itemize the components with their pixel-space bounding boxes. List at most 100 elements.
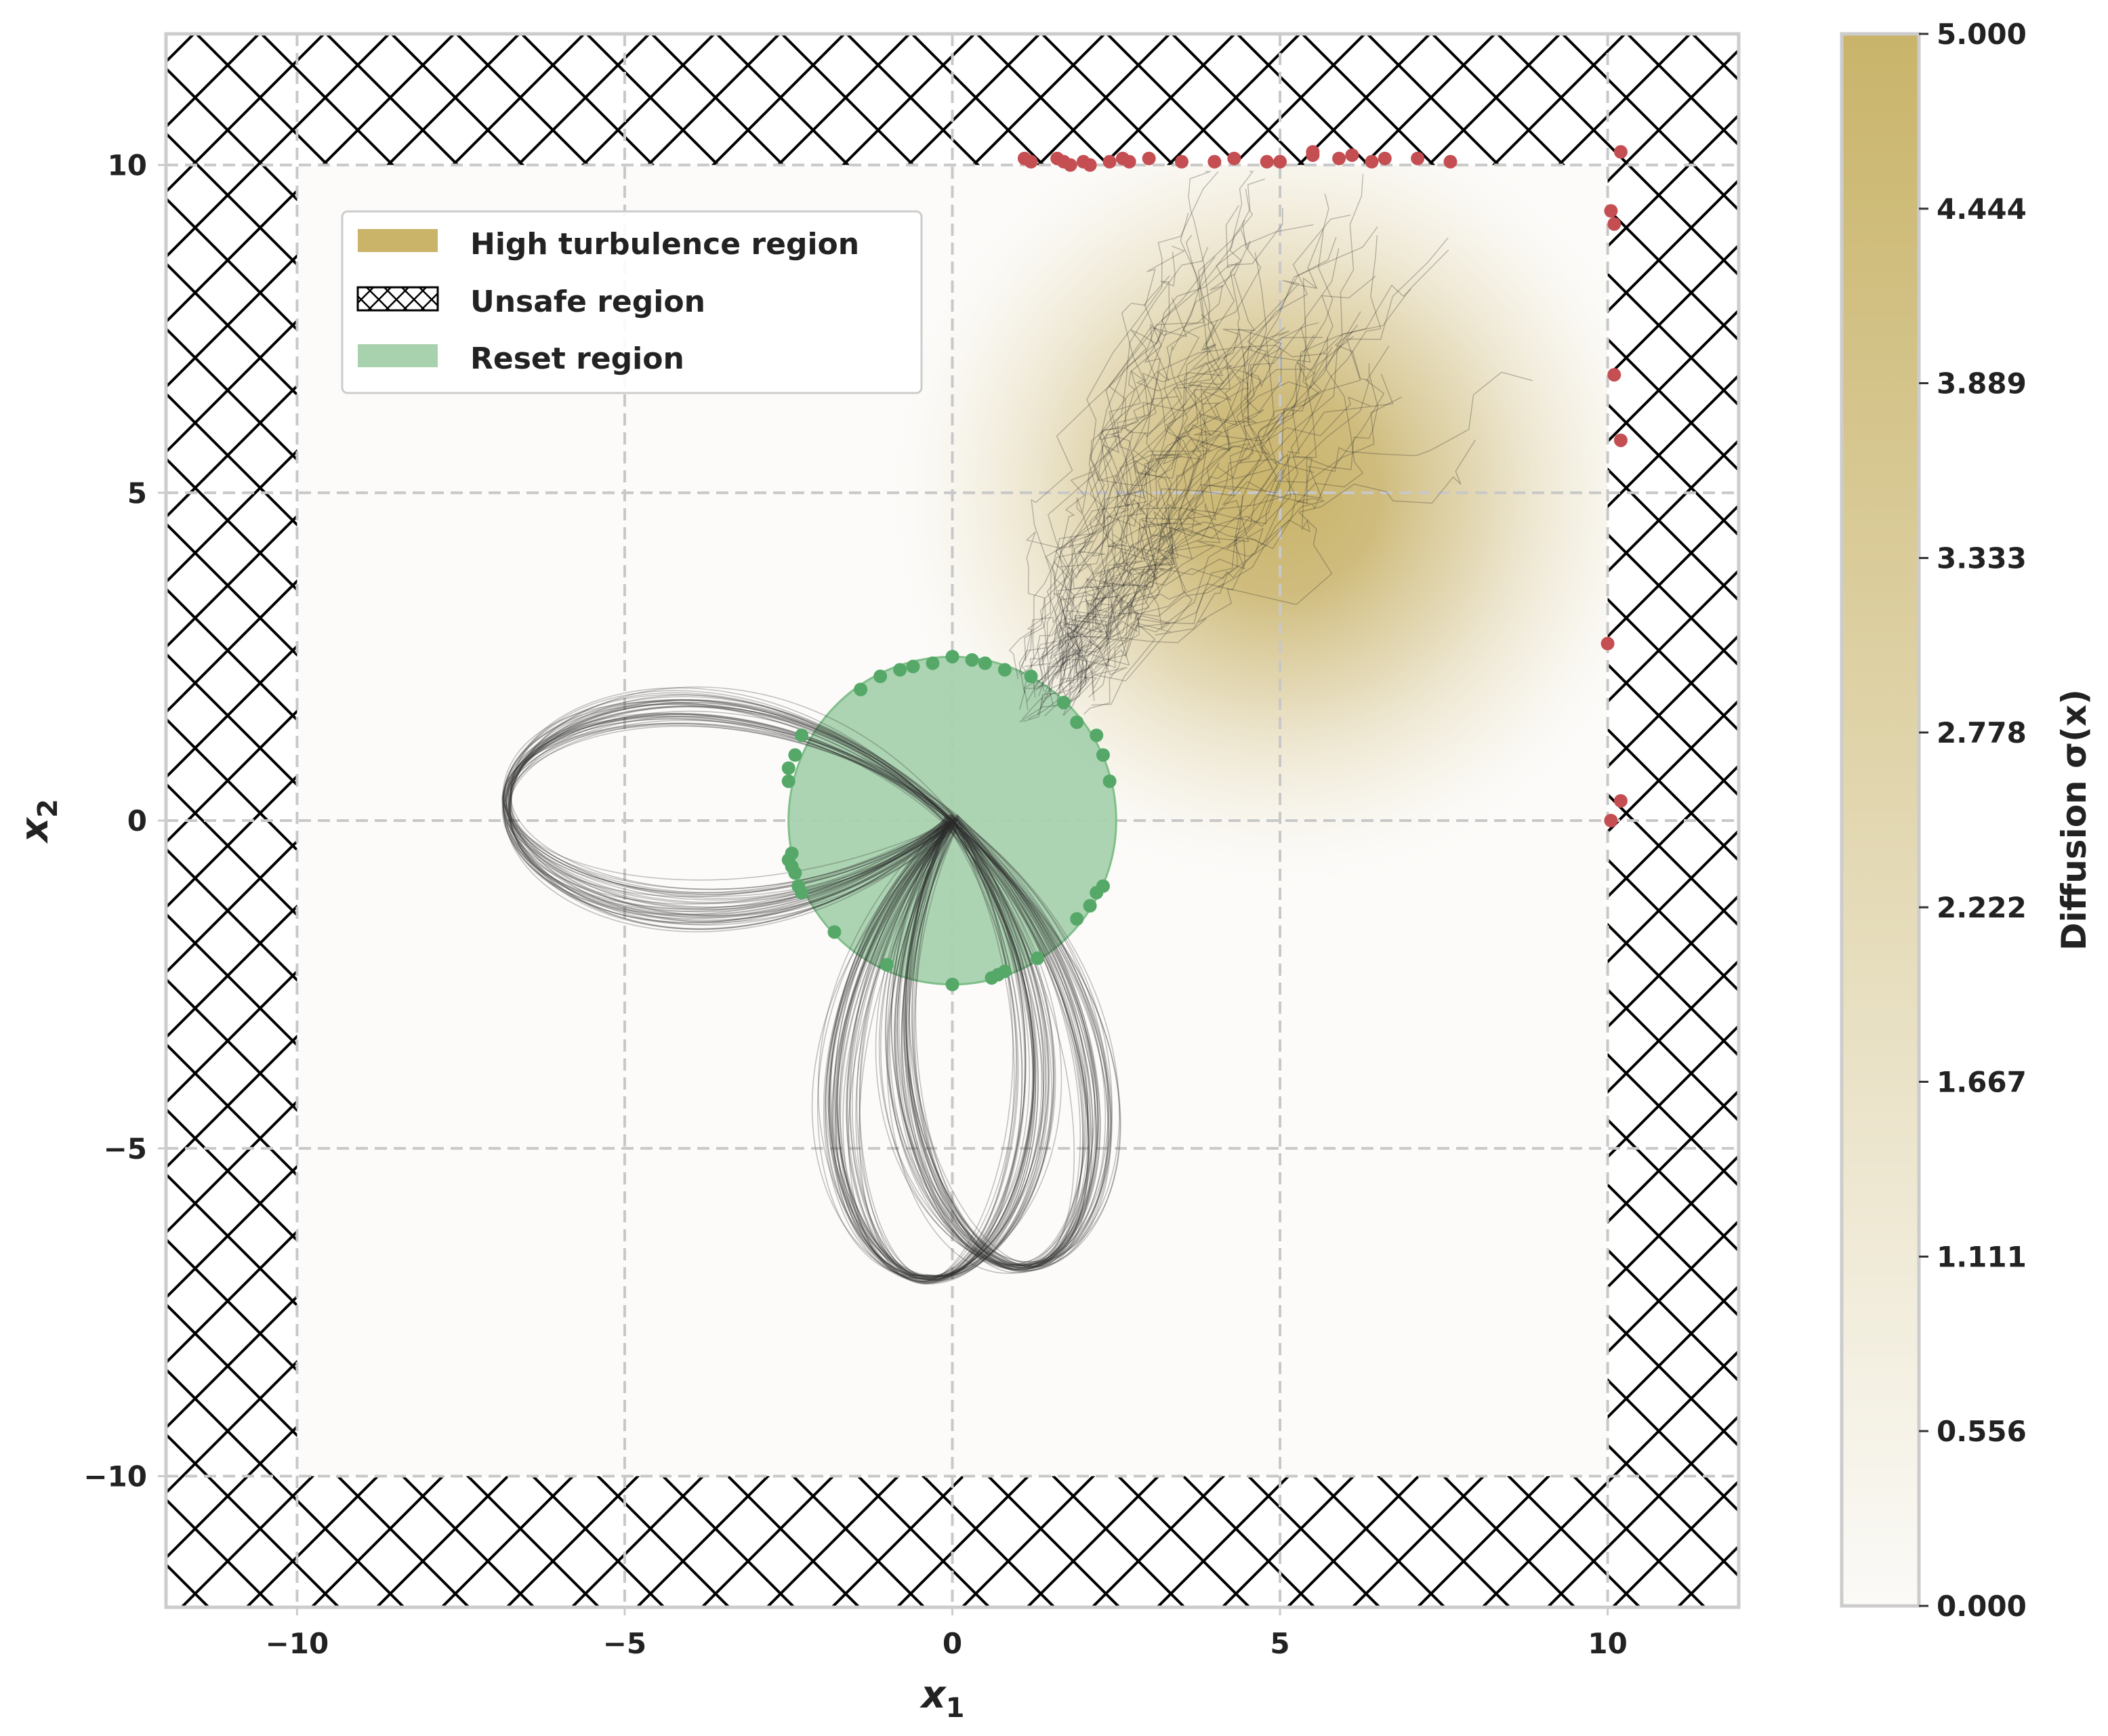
failure-point <box>1122 154 1136 169</box>
loop-trajectory-0 <box>508 702 959 917</box>
reset-point <box>1083 898 1097 913</box>
turbulent-trajectory <box>1018 404 1222 710</box>
turbulent-trajectory <box>1060 495 1245 681</box>
loop-trajectory-0 <box>501 703 958 911</box>
turbulent-trajectory <box>1058 330 1289 690</box>
y-axis-label-subscript: 2 <box>33 799 64 818</box>
turbulent-trajectory <box>1066 226 1378 682</box>
turbulent-trajectory <box>1037 224 1314 716</box>
reset-point <box>781 761 795 775</box>
loop-trajectory-1 <box>840 821 1035 1280</box>
loop-trajectory-2 <box>886 816 1109 1269</box>
reset-point <box>781 774 795 788</box>
loop-trajectory-1 <box>846 818 1023 1284</box>
loop-trajectory-1 <box>859 824 1019 1277</box>
failure-point <box>1345 148 1359 162</box>
turbulent-trajectory <box>1008 453 1174 680</box>
failure-point <box>1613 793 1628 808</box>
reset-point <box>1096 879 1110 893</box>
failure-point <box>1443 154 1458 169</box>
loop-trajectory-0 <box>502 701 953 919</box>
turbulent-trajectory <box>1067 236 1337 706</box>
turbulent-trajectory <box>1048 341 1282 706</box>
failure-point <box>1207 154 1222 169</box>
loop-trajectory-2 <box>896 816 1096 1265</box>
turbulent-trajectory <box>1083 245 1186 701</box>
reset-point <box>854 682 868 697</box>
turbulent-trajectory <box>1078 205 1239 693</box>
loop-trajectory-1 <box>848 819 1033 1282</box>
failure-point <box>1600 636 1615 650</box>
turbulent-trajectory <box>1054 256 1216 701</box>
loop-trajectory-2 <box>914 815 1089 1270</box>
legend-swatch-unsafe <box>356 286 439 312</box>
loop-trajectory-2 <box>886 816 1107 1274</box>
loop-trajectory-2 <box>894 817 1109 1266</box>
turbulent-trajectory <box>1054 280 1317 677</box>
turbulent-trajectory <box>1044 396 1178 693</box>
reset-point <box>788 748 802 762</box>
reset-point <box>880 957 894 972</box>
loop-trajectory-0 <box>504 706 954 930</box>
colorbar-tick-label: 5.000 <box>1937 18 2027 51</box>
failure-points <box>1017 145 1628 827</box>
turbulent-trajectory <box>1058 284 1411 688</box>
x-tick-label: −5 <box>603 1627 646 1660</box>
turbulent-trajectory <box>1063 252 1267 716</box>
colorbar-ticks: 0.000 0.556 1.111 1.667 2.222 2.778 3.333 3.889… <box>1919 18 2027 1623</box>
reset-point <box>906 659 920 674</box>
turbulent-trajectory <box>1027 346 1333 702</box>
loop-trajectory-2 <box>901 819 1091 1273</box>
x-tick-label: 0 <box>943 1627 962 1660</box>
colorbar-tick-label: 2.778 <box>1937 716 2027 749</box>
turbulent-trajectory <box>1080 322 1319 676</box>
loop-trajectory-2 <box>903 817 1097 1267</box>
loop-trajectory-2 <box>890 814 1098 1272</box>
loop-trajectory-1 <box>856 819 1026 1277</box>
loop-trajectory-2 <box>913 814 1092 1273</box>
loop-trajectory-1 <box>835 822 1042 1280</box>
failure-point <box>1260 154 1274 169</box>
turbulent-trajectory <box>1052 347 1282 705</box>
turbulent-trajectory <box>1083 237 1449 715</box>
loop-trajectory-2 <box>875 816 1111 1268</box>
loop-trajectory-0 <box>508 716 957 890</box>
reset-point <box>873 669 888 684</box>
loop-trajectory-2 <box>884 814 1099 1270</box>
loop-trajectory-0 <box>501 718 959 909</box>
y-axis-label: x2 <box>13 799 64 844</box>
loop-trajectory-1 <box>848 825 1035 1284</box>
turbulent-trajectory <box>1040 212 1231 709</box>
colorbar-label: Diffusion σ(x) <box>2054 689 2094 951</box>
turbulent-trajectory <box>1019 442 1315 710</box>
loop-trajectory-1 <box>855 818 1023 1280</box>
turbulent-trajectory <box>1037 331 1370 688</box>
loop-trajectory-2 <box>904 821 1088 1266</box>
legend: High turbulence region Unsafe region Res… <box>341 210 923 394</box>
loop-trajectory-1 <box>850 814 1036 1281</box>
loop-trajectory-0 <box>502 699 951 924</box>
turbulent-trajectory <box>1033 376 1273 688</box>
turbulent-trajectory <box>1093 188 1254 688</box>
loop-trajectory-0 <box>510 692 959 930</box>
loop-trajectory-1 <box>829 817 1050 1279</box>
loop-trajectory-2 <box>915 819 1094 1269</box>
loop-trajectory-0 <box>509 699 953 922</box>
loop-trajectory-1 <box>837 818 1027 1281</box>
loop-trajectory-0 <box>503 713 959 905</box>
failure-point <box>1102 154 1117 169</box>
reset-point <box>1031 951 1045 966</box>
failure-point <box>1273 154 1287 169</box>
loop-trajectory-0 <box>502 699 949 919</box>
reset-point <box>1090 728 1104 743</box>
failure-point <box>1604 814 1618 827</box>
legend-label-unsafe: Unsafe region <box>470 285 705 319</box>
failure-point <box>1227 151 1241 165</box>
failure-point <box>1604 204 1618 218</box>
turbulent-trajectory <box>1088 396 1403 698</box>
loop-trajectory-0 <box>501 701 952 912</box>
loop-trajectory-2 <box>903 822 1090 1267</box>
loop-trajectory-0 <box>510 687 954 924</box>
loop-trajectory-0 <box>508 694 952 924</box>
loop-trajectory-2 <box>901 819 1096 1269</box>
